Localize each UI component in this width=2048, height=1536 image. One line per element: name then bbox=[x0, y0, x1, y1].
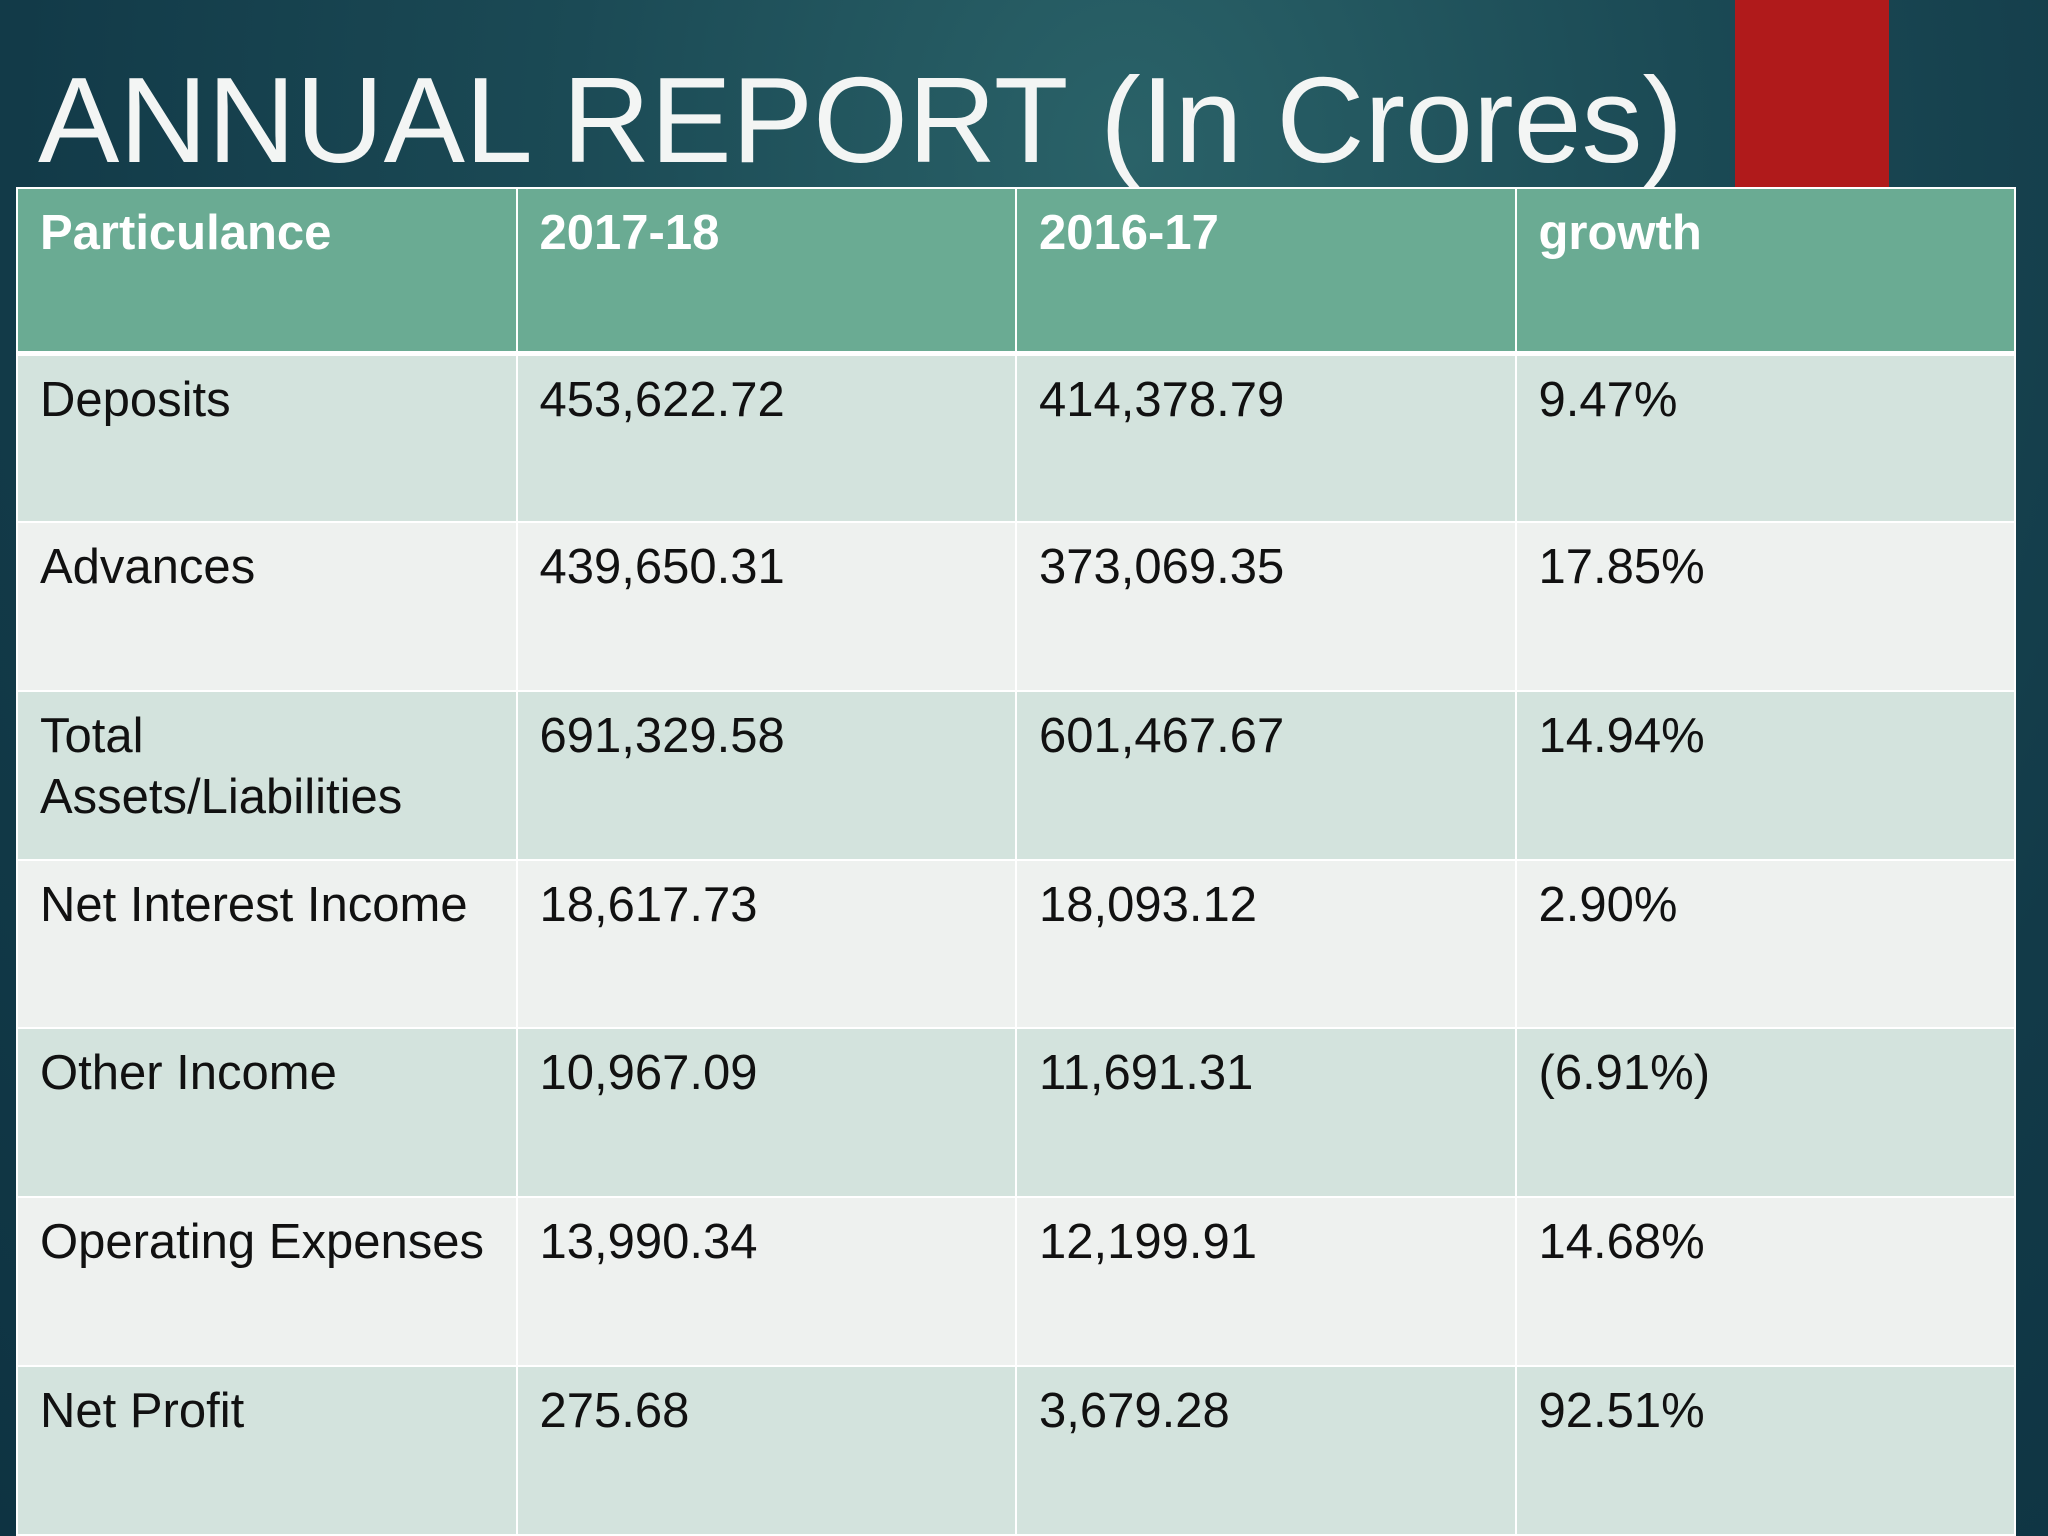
growth-value: 92.51% bbox=[1514, 1365, 2016, 1536]
value-2016-17: 18,093.12 bbox=[1015, 858, 1517, 1030]
row-label: Operating Expenses bbox=[16, 1196, 518, 1368]
annual-report-table: Particulance 2017-18 2016-17 growth Depo… bbox=[16, 187, 2016, 1536]
row-label: Total Assets/Liabilities bbox=[16, 689, 518, 861]
column-header-growth: growth bbox=[1514, 187, 2016, 356]
column-header-particulance: Particulance bbox=[16, 187, 518, 356]
slide-title: ANNUAL REPORT (In Crores) bbox=[38, 52, 1684, 188]
row-label: Deposits bbox=[16, 352, 518, 523]
value-2017-18: 691,329.58 bbox=[515, 689, 1017, 861]
value-2017-18: 18,617.73 bbox=[515, 858, 1017, 1030]
growth-value: 9.47% bbox=[1514, 352, 2016, 523]
value-2016-17: 414,378.79 bbox=[1015, 352, 1517, 523]
value-2017-18: 13,990.34 bbox=[515, 1196, 1017, 1368]
table-row-other-income: Other Income 10,967.09 11,691.31 (6.91%) bbox=[16, 1027, 2016, 1199]
value-2017-18: 439,650.31 bbox=[515, 520, 1017, 692]
growth-value: (6.91%) bbox=[1514, 1027, 2016, 1199]
growth-value: 14.68% bbox=[1514, 1196, 2016, 1368]
table-header-row: Particulance 2017-18 2016-17 growth bbox=[16, 187, 2016, 356]
row-label: Net Profit bbox=[16, 1365, 518, 1536]
table-row-net-interest-income: Net Interest Income 18,617.73 18,093.12 … bbox=[16, 858, 2016, 1030]
column-header-2017-18: 2017-18 bbox=[515, 187, 1017, 356]
table-row-operating-expenses: Operating Expenses 13,990.34 12,199.91 1… bbox=[16, 1196, 2016, 1368]
table-row-deposits: Deposits 453,622.72 414,378.79 9.47% bbox=[16, 352, 2016, 523]
value-2016-17: 3,679.28 bbox=[1015, 1365, 1517, 1536]
value-2017-18: 453,622.72 bbox=[515, 352, 1017, 523]
annual-report-table-container: Particulance 2017-18 2016-17 growth Depo… bbox=[16, 187, 2016, 1536]
table-row-total-assets-liabilities: Total Assets/Liabilities 691,329.58 601,… bbox=[16, 689, 2016, 861]
row-label: Advances bbox=[16, 520, 518, 692]
growth-value: 17.85% bbox=[1514, 520, 2016, 692]
red-accent-bar bbox=[1735, 0, 1889, 188]
value-2017-18: 275.68 bbox=[515, 1365, 1017, 1536]
table-row-net-profit: Net Profit 275.68 3,679.28 92.51% bbox=[16, 1365, 2016, 1536]
column-header-2016-17: 2016-17 bbox=[1015, 187, 1517, 356]
table-row-advances: Advances 439,650.31 373,069.35 17.85% bbox=[16, 520, 2016, 692]
value-2016-17: 601,467.67 bbox=[1015, 689, 1517, 861]
value-2016-17: 11,691.31 bbox=[1015, 1027, 1517, 1199]
value-2017-18: 10,967.09 bbox=[515, 1027, 1017, 1199]
row-label: Net Interest Income bbox=[16, 858, 518, 1030]
value-2016-17: 373,069.35 bbox=[1015, 520, 1517, 692]
growth-value: 14.94% bbox=[1514, 689, 2016, 861]
row-label: Other Income bbox=[16, 1027, 518, 1199]
growth-value: 2.90% bbox=[1514, 858, 2016, 1030]
value-2016-17: 12,199.91 bbox=[1015, 1196, 1517, 1368]
